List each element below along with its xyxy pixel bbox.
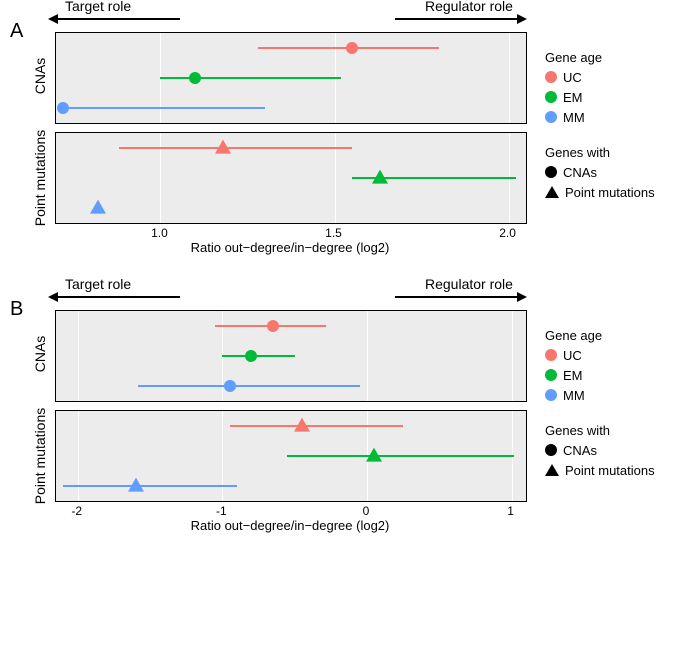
target-arrow-b (50, 296, 180, 298)
legend-swatch-em (545, 91, 557, 103)
gridline (367, 311, 368, 401)
data-marker-uc (215, 140, 231, 154)
x-tick-label: 1.5 (325, 226, 342, 240)
error-bar (222, 355, 294, 357)
legend-shape-title: Genes with (545, 145, 655, 160)
xlab-a: Ratio out−degree/in−degree (log2) (55, 240, 525, 255)
legend-swatch-em-b (545, 369, 557, 381)
legend-swatch-uc (545, 71, 557, 83)
ylab-a-cnas: CNAs (32, 46, 48, 106)
plot-a-pm (55, 132, 527, 224)
data-marker-mm (224, 380, 236, 392)
legend-swatch-mm (545, 111, 557, 123)
regulator-arrow-b (395, 296, 525, 298)
legend-a-age: Gene age UC EM MM (545, 50, 602, 127)
legend-pm-b: Point mutations (565, 463, 655, 478)
gridline (512, 311, 513, 401)
ylab-a-pm: Point mutations (32, 123, 48, 233)
panel-label-b: B (10, 298, 23, 321)
data-marker-em (189, 72, 201, 84)
plot-a-cnas (55, 32, 527, 124)
regulator-role-label-b: Regulator role (425, 276, 513, 292)
legend-triangle-icon (545, 186, 559, 198)
x-tick-label: -1 (216, 504, 227, 518)
error-bar (160, 77, 341, 79)
legend-em-b: EM (563, 368, 583, 383)
panel-label-a: A (10, 20, 23, 43)
gridline (78, 411, 79, 501)
ylab-b-pm: Point mutations (32, 401, 48, 511)
data-marker-mm (57, 102, 69, 114)
legend-age-title: Gene age (545, 50, 602, 65)
data-marker-em (372, 170, 388, 184)
legend-triangle-icon-b (545, 464, 559, 476)
legend-uc-b: UC (563, 348, 582, 363)
plot-b-cnas (55, 310, 527, 402)
target-role-label-b: Target role (65, 276, 131, 292)
data-marker-em (366, 448, 382, 462)
legend-swatch-mm-b (545, 389, 557, 401)
legend-b-shape: Genes with CNAs Point mutations (545, 423, 655, 480)
legend-cna-b: CNAs (563, 443, 597, 458)
target-arrow-a (50, 18, 180, 20)
legend-cna: CNAs (563, 165, 597, 180)
regulator-arrow-a (395, 18, 525, 20)
error-bar (230, 425, 404, 427)
data-marker-uc (267, 320, 279, 332)
data-marker-em (245, 350, 257, 362)
gridline (78, 311, 79, 401)
error-bar (287, 455, 514, 457)
ylab-b-cnas: CNAs (32, 324, 48, 384)
x-tick-label: 0 (363, 504, 370, 518)
error-bar (119, 147, 352, 149)
legend-mm: MM (563, 110, 585, 125)
target-role-label-a: Target role (65, 0, 131, 14)
regulator-role-label-a: Regulator role (425, 0, 513, 14)
legend-em: EM (563, 90, 583, 105)
legend-mm-b: MM (563, 388, 585, 403)
legend-b-age: Gene age UC EM MM (545, 328, 602, 405)
data-marker-mm (90, 200, 106, 214)
data-marker-uc (294, 418, 310, 432)
plot-b-pm (55, 410, 527, 502)
legend-circle-icon-b (545, 444, 557, 456)
legend-shape-title-b: Genes with (545, 423, 655, 438)
xlab-b: Ratio out−degree/in−degree (log2) (55, 518, 525, 533)
error-bar (138, 385, 359, 387)
legend-swatch-uc-b (545, 349, 557, 361)
x-tick-label: 2.0 (499, 226, 516, 240)
gridline (509, 33, 510, 123)
legend-circle-icon (545, 166, 557, 178)
gridline (222, 411, 223, 501)
data-marker-mm (128, 478, 144, 492)
x-tick-label: 1 (507, 504, 514, 518)
x-tick-label: -2 (71, 504, 82, 518)
legend-pm: Point mutations (565, 185, 655, 200)
legend-age-title-b: Gene age (545, 328, 602, 343)
x-tick-label: 1.0 (151, 226, 168, 240)
data-marker-uc (346, 42, 358, 54)
error-bar (63, 485, 237, 487)
error-bar (63, 107, 265, 109)
legend-a-shape: Genes with CNAs Point mutations (545, 145, 655, 202)
legend-uc: UC (563, 70, 582, 85)
